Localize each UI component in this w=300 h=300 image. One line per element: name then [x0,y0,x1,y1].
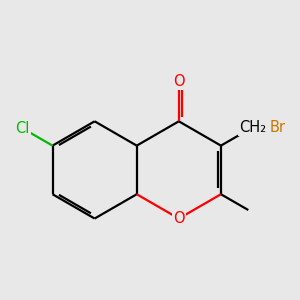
Text: Cl: Cl [15,121,29,136]
Text: Br: Br [270,120,286,135]
Text: CH₂: CH₂ [239,120,266,135]
Text: O: O [173,74,184,89]
Text: O: O [173,211,184,226]
